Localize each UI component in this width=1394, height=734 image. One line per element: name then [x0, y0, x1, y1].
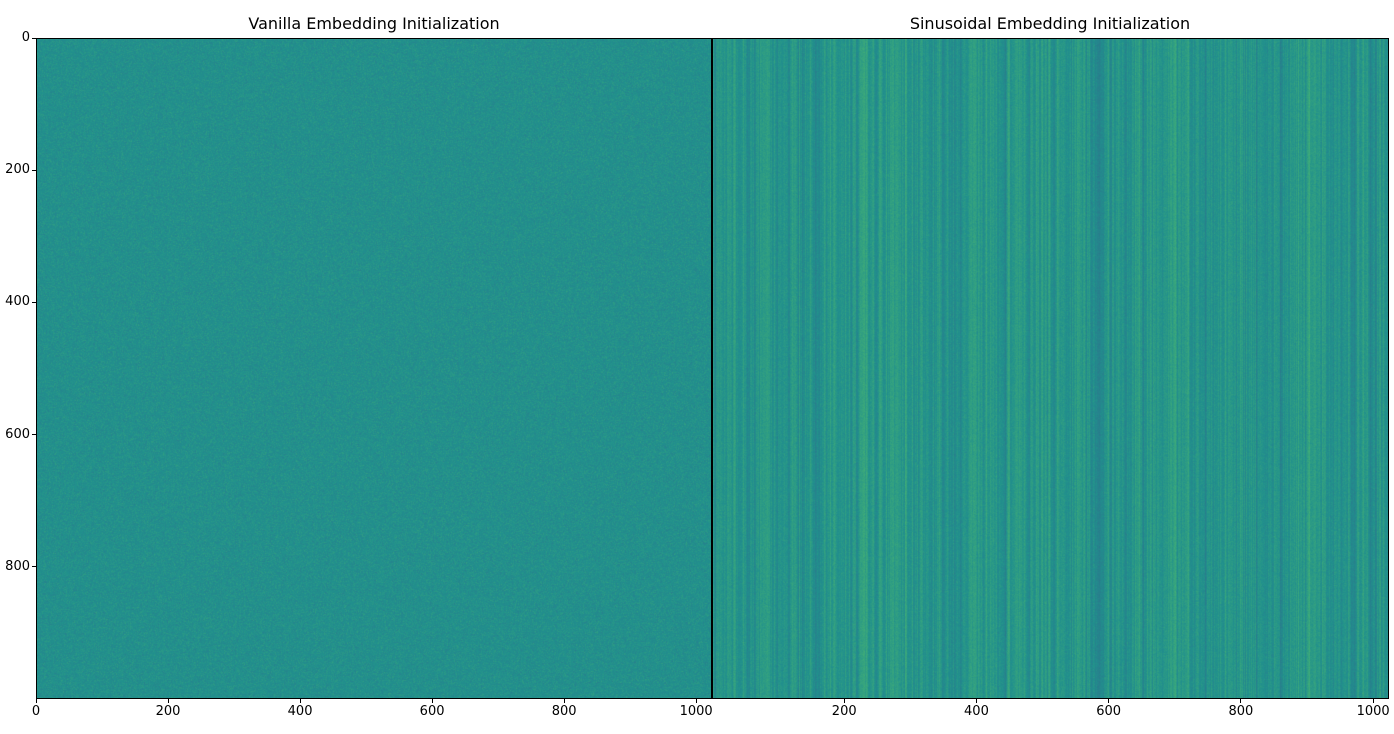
y-tick-label: 800	[5, 558, 30, 574]
y-tick-label: 200	[5, 162, 30, 178]
x-tick-label: 1000	[679, 704, 713, 719]
x-tick-label: 600	[1096, 704, 1122, 719]
x-tick-mark	[695, 699, 697, 703]
x-tick-mark	[975, 699, 977, 703]
y-tick-mark	[32, 169, 36, 171]
x-tick-label: 1000	[1356, 704, 1390, 719]
x-tick-label: 200	[155, 704, 181, 719]
y-tick-label: 600	[5, 426, 30, 442]
x-tick-mark	[35, 699, 37, 703]
x-tick-label: 600	[419, 704, 445, 719]
chart-title-vanilla: Vanilla Embedding Initialization	[248, 14, 500, 33]
heatmap-sinusoidal-canvas	[712, 38, 1389, 699]
x-tick-mark	[1108, 699, 1110, 703]
chart-title-sinusoidal: Sinusoidal Embedding Initialization	[909, 14, 1191, 33]
x-tick-label: 0	[31, 704, 41, 719]
x-tick-mark	[843, 699, 845, 703]
panel-divider	[711, 38, 713, 699]
x-tick-mark	[563, 699, 565, 703]
x-tick-label: 800	[551, 704, 577, 719]
y-tick-label: 400	[5, 294, 30, 310]
heatmap-vanilla-canvas	[36, 38, 712, 699]
x-tick-label: 400	[964, 704, 989, 719]
x-tick-mark	[431, 699, 433, 703]
y-tick-mark	[32, 566, 36, 568]
x-tick-mark	[167, 699, 169, 703]
y-tick-mark	[32, 434, 36, 436]
x-tick-label: 800	[1228, 704, 1254, 719]
x-tick-mark	[1372, 699, 1374, 703]
x-tick-label: 200	[831, 704, 857, 719]
heatmap-vanilla	[36, 38, 712, 699]
heatmap-sinusoidal	[712, 38, 1389, 699]
y-tick-mark	[32, 301, 36, 303]
y-tick-mark	[32, 37, 36, 39]
y-tick-label: 0	[21, 30, 30, 45]
x-tick-mark	[1240, 699, 1242, 703]
x-tick-label: 400	[287, 704, 313, 719]
x-tick-mark	[299, 699, 301, 703]
